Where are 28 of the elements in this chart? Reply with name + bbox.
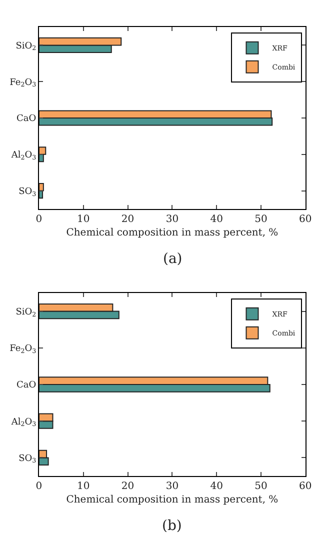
x-tick-label: 40 <box>210 214 223 225</box>
x-tick-label: 50 <box>254 481 268 492</box>
y-tick-label: Fe$_{2}$O$_{3}$ <box>10 344 36 355</box>
x-tick-label: 20 <box>121 481 134 492</box>
x-tick-label: 40 <box>210 481 223 492</box>
x-axis-title: Chemical composition in mass percent, % <box>66 228 278 238</box>
text: (a) <box>163 251 182 267</box>
x-tick-label: 20 <box>121 214 134 225</box>
x-tick-label: 10 <box>77 214 90 225</box>
y-tick-label: CaO <box>16 380 36 391</box>
x-tick-label: 0 <box>36 481 42 492</box>
y-tick-label: SO$_{3}$ <box>18 454 36 465</box>
y-tick-label: CaO <box>16 114 36 124</box>
y-tick-label: SiO$_{2}$ <box>16 41 36 52</box>
y-tick-label: SO$_{3}$ <box>18 186 36 198</box>
y-tick-label: Al$_{2}$O$_{3}$ <box>10 417 36 428</box>
x-tick-label: 10 <box>77 481 90 492</box>
y-tick-label: Al$_{2}$O$_{3}$ <box>10 150 36 162</box>
x-tick-label: 60 <box>299 481 312 492</box>
x-tick-label: 30 <box>166 214 179 225</box>
x-tick-label: 60 <box>299 214 312 225</box>
y-tick-label: SiO$_{2}$ <box>16 307 36 318</box>
x-axis-title: Chemical composition in mass percent, % <box>66 494 278 506</box>
y-tick-label: Fe$_{2}$O$_{3}$ <box>10 78 36 89</box>
x-tick-label: 50 <box>254 214 268 225</box>
x-tick-label: 0 <box>36 214 42 225</box>
text: (b) <box>162 518 182 534</box>
x-tick-label: 30 <box>166 481 179 492</box>
